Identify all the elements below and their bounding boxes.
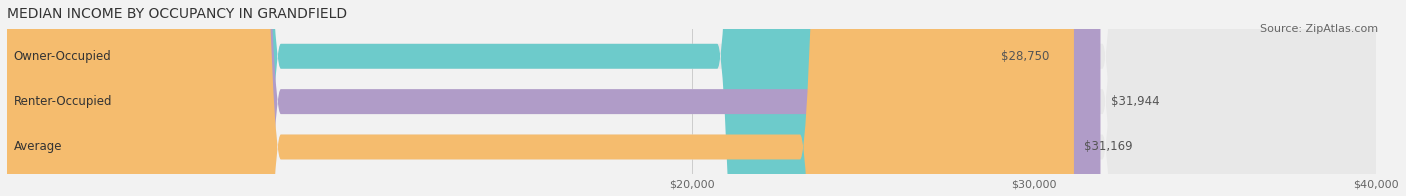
Text: MEDIAN INCOME BY OCCUPANCY IN GRANDFIELD: MEDIAN INCOME BY OCCUPANCY IN GRANDFIELD — [7, 7, 347, 21]
Text: Renter-Occupied: Renter-Occupied — [14, 95, 112, 108]
Text: $28,750: $28,750 — [1001, 50, 1050, 63]
Text: Source: ZipAtlas.com: Source: ZipAtlas.com — [1260, 24, 1378, 34]
Text: $31,169: $31,169 — [1084, 141, 1133, 153]
FancyBboxPatch shape — [7, 0, 1074, 196]
Text: Owner-Occupied: Owner-Occupied — [14, 50, 111, 63]
FancyBboxPatch shape — [7, 0, 1101, 196]
FancyBboxPatch shape — [7, 0, 1376, 196]
FancyBboxPatch shape — [7, 0, 1376, 196]
FancyBboxPatch shape — [7, 0, 1376, 196]
FancyBboxPatch shape — [7, 0, 991, 196]
Text: Average: Average — [14, 141, 62, 153]
Text: $31,944: $31,944 — [1111, 95, 1160, 108]
